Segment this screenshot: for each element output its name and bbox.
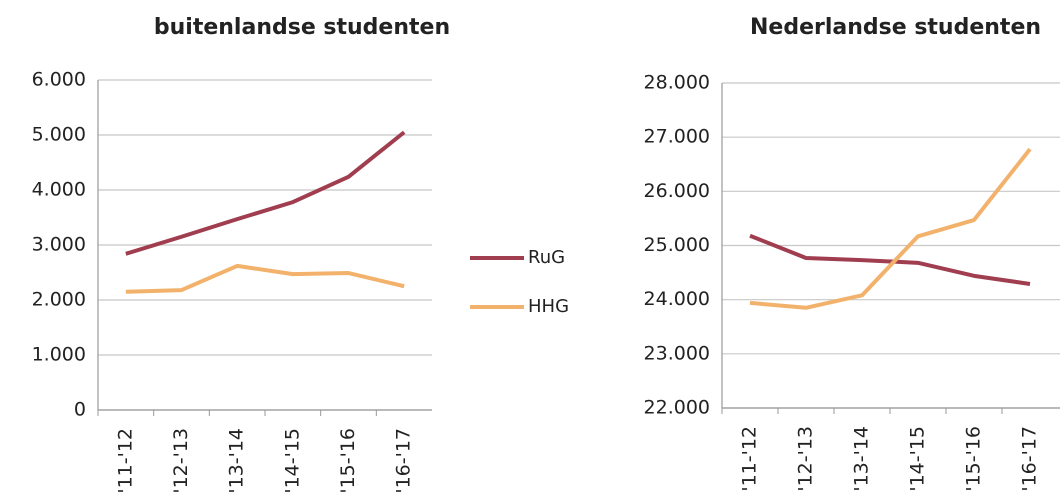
- x-tick-label: '11-'12: [114, 428, 136, 494]
- y-tick-label: 27.000: [644, 126, 710, 148]
- y-tick-label: 4.000: [32, 179, 86, 201]
- y-tick-label: 1.000: [32, 344, 86, 366]
- series-line: [125, 130, 406, 256]
- y-tick-label: 28.000: [644, 72, 710, 94]
- x-tick-label: '12-'13: [170, 428, 192, 494]
- series-line: [749, 233, 1031, 286]
- y-tick-label: 25.000: [644, 234, 710, 256]
- x-tick-label: '11-'12: [739, 426, 761, 492]
- y-tick-label: 26.000: [644, 180, 710, 202]
- y-tick-label: 23.000: [644, 342, 710, 364]
- x-tick-label: '16-'17: [1019, 426, 1041, 492]
- x-tick-label: '15-'16: [337, 428, 359, 494]
- series-line: [125, 263, 405, 294]
- y-tick-label: 2.000: [32, 289, 86, 311]
- y-tick-label: 3.000: [32, 234, 86, 256]
- x-tick-label: '14-'15: [907, 426, 929, 492]
- x-tick-label: '12-'13: [795, 426, 817, 492]
- legend-label: RuG: [528, 247, 565, 268]
- series-line: [749, 147, 1032, 310]
- y-tick-label: 5.000: [32, 124, 86, 146]
- x-tick-label: '15-'16: [963, 426, 985, 492]
- y-tick-label: 24.000: [644, 288, 710, 310]
- chart-title: Nederlandse studenten: [750, 15, 1041, 40]
- x-tick-label: '13-'14: [851, 426, 873, 492]
- chart-title: buitenlandse studenten: [154, 15, 450, 40]
- x-tick-label: '13-'14: [226, 428, 248, 494]
- y-tick-label: 6.000: [32, 69, 86, 91]
- legend-label: HHG: [528, 296, 569, 317]
- y-tick-label: 22.000: [644, 397, 710, 419]
- x-tick-label: '16-'17: [393, 428, 415, 494]
- y-tick-label: 0: [74, 399, 86, 421]
- x-tick-label: '14-'15: [281, 428, 303, 494]
